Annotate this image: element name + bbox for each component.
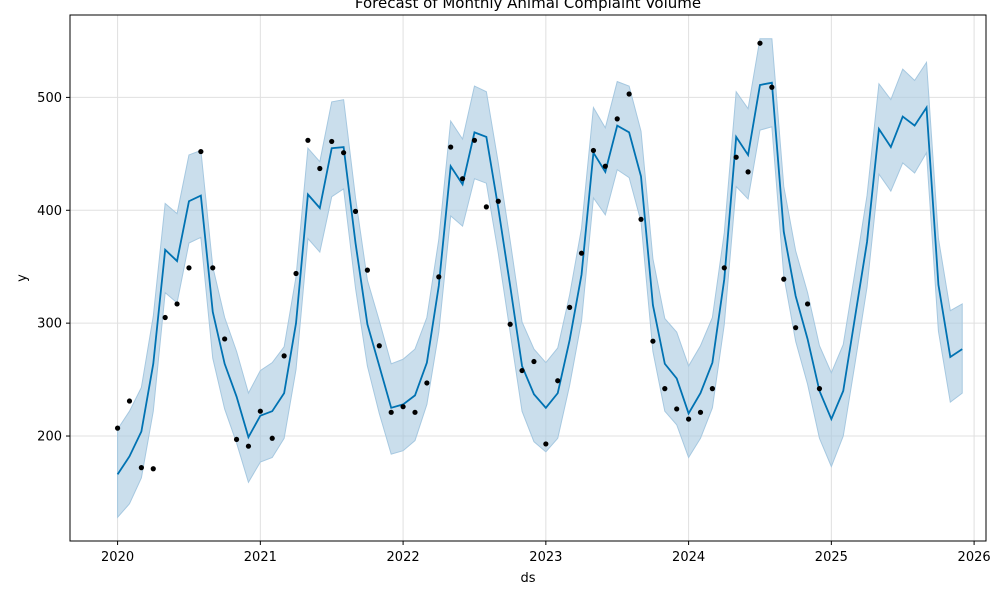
observed-point (257, 408, 263, 414)
x-tick-label: 2020 (101, 550, 134, 565)
observed-point (448, 144, 454, 150)
observed-point (567, 304, 573, 310)
observed-point (210, 265, 216, 271)
observed-point (638, 216, 644, 222)
x-tick-label: 2022 (387, 550, 420, 565)
observed-point (341, 150, 347, 156)
y-axis-title: y (15, 274, 30, 282)
observed-point (578, 250, 585, 256)
observed-point (483, 204, 489, 210)
observed-point (769, 84, 775, 90)
observed-point (114, 425, 121, 431)
y-tick-label: 500 (37, 91, 62, 106)
observed-point (150, 466, 156, 472)
observed-point (352, 208, 359, 214)
observed-point (507, 321, 513, 327)
x-tick-label: 2025 (815, 550, 848, 565)
observed-point (305, 137, 311, 143)
observed-point (543, 441, 549, 447)
observed-point (793, 325, 799, 331)
observed-point (233, 436, 240, 443)
observed-point (138, 465, 144, 471)
observed-point (686, 416, 692, 422)
observed-point (745, 169, 751, 175)
observed-point (364, 267, 370, 273)
observed-points (114, 40, 823, 472)
uncertainty-band (117, 38, 963, 519)
observed-point (602, 163, 608, 169)
observed-point (709, 386, 715, 392)
x-tick-label: 2026 (958, 550, 991, 565)
observed-point (757, 40, 763, 46)
observed-point (126, 398, 133, 404)
observed-point (162, 314, 168, 321)
observed-point (531, 358, 537, 365)
chart-title: Forecast of Monthly Animal Complaint Vol… (355, 0, 701, 12)
observed-point (293, 270, 299, 277)
observed-point (674, 406, 680, 412)
observed-point (329, 138, 335, 145)
x-axis-title: ds (520, 571, 535, 586)
observed-point (436, 274, 442, 280)
forecast-lines (116, 81, 963, 475)
y-tick-label: 200 (37, 430, 62, 445)
observed-point (626, 91, 632, 97)
observed-point (555, 378, 561, 384)
observed-point (269, 435, 275, 441)
observed-point (495, 198, 501, 204)
observed-point (388, 409, 394, 415)
observed-point (245, 443, 252, 449)
observed-point (376, 343, 382, 349)
observed-point (697, 409, 704, 415)
observed-point (412, 409, 418, 415)
forecast-line (116, 81, 963, 475)
observed-point (804, 301, 811, 307)
observed-point (459, 176, 466, 182)
observed-point (614, 116, 620, 122)
observed-point (650, 338, 656, 344)
observed-point (281, 353, 287, 359)
observed-point (424, 380, 430, 386)
observed-point (662, 386, 668, 392)
observed-point (174, 301, 180, 307)
observed-point (590, 147, 597, 154)
observed-point (400, 404, 406, 410)
observed-point (186, 265, 192, 271)
observed-point (222, 336, 228, 342)
y-axis: 200 300 400 500 (37, 91, 70, 445)
observed-point (519, 367, 525, 374)
observed-point (816, 386, 823, 392)
plot-frame (69, 14, 987, 542)
observed-point (317, 165, 323, 172)
observed-point (471, 137, 478, 143)
x-axis: 2020 2021 2022 2023 2024 2025 2026 (101, 541, 991, 565)
x-tick-label: 2024 (672, 550, 705, 565)
x-tick-label: 2023 (529, 550, 562, 565)
observed-point (781, 276, 787, 282)
forecast-interval-band (117, 38, 963, 519)
x-tick-label: 2021 (244, 550, 277, 565)
y-tick-label: 300 (37, 317, 62, 332)
observed-point (198, 148, 204, 155)
observed-point (721, 265, 727, 271)
observed-point (733, 154, 739, 160)
y-tick-label: 400 (37, 204, 62, 219)
